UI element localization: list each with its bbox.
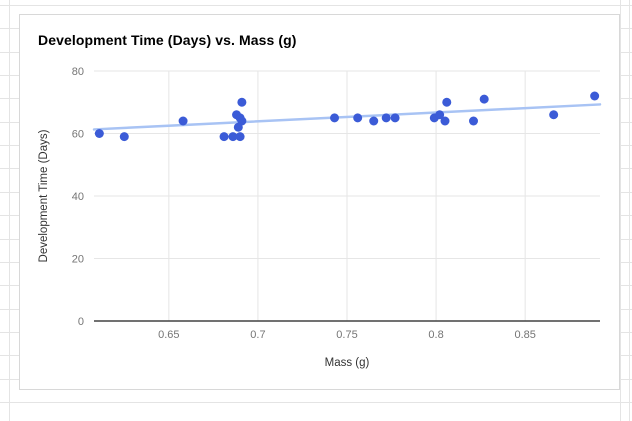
y-tick-label: 60 (72, 129, 84, 141)
x-tick-label: 0.7 (250, 329, 265, 341)
x-tick-label: 0.85 (514, 329, 535, 341)
data-point[interactable] (235, 132, 245, 142)
data-point[interactable] (381, 113, 391, 123)
chart-title: Development Time (Days) vs. Mass (g) (38, 32, 297, 48)
data-point[interactable] (353, 113, 363, 123)
data-point[interactable] (549, 110, 559, 120)
data-point[interactable] (219, 132, 229, 142)
data-point[interactable] (237, 97, 247, 107)
data-point[interactable] (435, 110, 445, 120)
data-point[interactable] (94, 129, 104, 138)
data-point[interactable] (440, 116, 450, 126)
data-point[interactable] (479, 94, 489, 104)
chart-card[interactable]: Development Time (Days) vs. Mass (g) 0 20… (19, 14, 620, 390)
y-tick-label: 20 (72, 254, 84, 266)
data-point[interactable] (178, 116, 188, 126)
data-point[interactable] (369, 116, 379, 126)
x-tick-label: 0.75 (336, 329, 357, 341)
data-point[interactable] (442, 97, 452, 107)
data-point[interactable] (469, 116, 478, 126)
data-point[interactable] (390, 113, 400, 123)
sheet-column-line (629, 0, 630, 421)
x-tick-label: 0.8 (428, 329, 443, 341)
sheet-column-line (9, 0, 10, 421)
trend-line[interactable] (92, 103, 602, 131)
y-tick-label: 80 (72, 66, 84, 78)
sheet-row-line (0, 402, 632, 403)
data-point[interactable] (228, 132, 238, 142)
x-axis-title: Mass (g) (325, 357, 370, 369)
sheet-row-line (0, 5, 632, 6)
y-axis-title: Development Time (Days) (38, 129, 50, 262)
data-point[interactable] (233, 122, 243, 132)
x-tick-label: 0.65 (158, 329, 179, 341)
data-point[interactable] (119, 132, 129, 142)
sheet-column-line (620, 0, 621, 421)
y-tick-label: 0 (78, 316, 84, 328)
plot-area: 0 20 40 60 80 0.65 0.7 0.75 0.8 0.85 Mass (g) Dev… (38, 66, 602, 369)
data-point[interactable] (330, 113, 340, 123)
y-tick-label: 40 (72, 191, 84, 203)
data-point[interactable] (590, 91, 600, 101)
